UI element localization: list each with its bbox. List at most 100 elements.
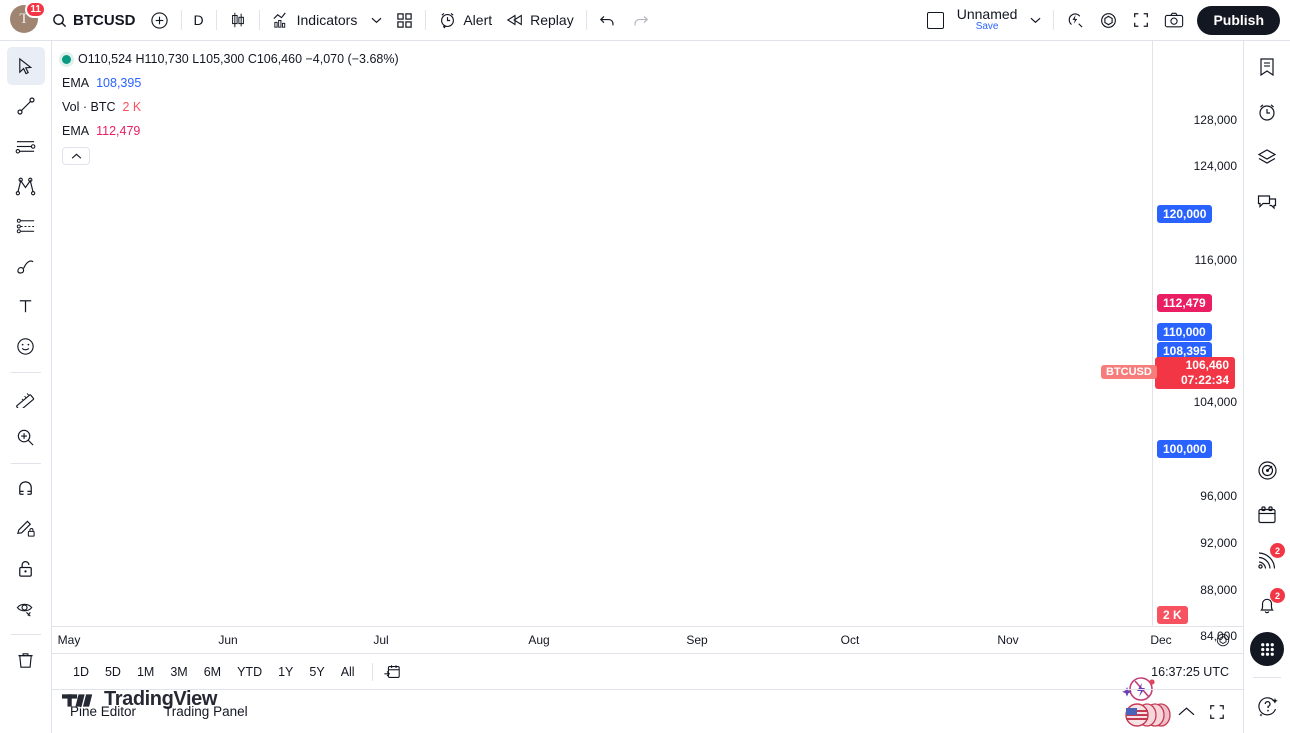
timeframe-bar: 1D 5D 1M 3M 6M YTD 1Y 5Y All 16:37:25 UTC bbox=[52, 653, 1243, 689]
lock-drawings-tool[interactable] bbox=[7, 549, 45, 587]
stream-panel[interactable]: 2 bbox=[1249, 542, 1285, 578]
zoom-tool[interactable] bbox=[7, 418, 45, 456]
timeframe-5d[interactable]: 5D bbox=[104, 664, 121, 679]
pitchfork-tool[interactable] bbox=[7, 167, 45, 205]
ema-label-108395[interactable]: 108,395 bbox=[1157, 342, 1213, 360]
redo-button[interactable] bbox=[624, 6, 656, 34]
chart-type-button[interactable] bbox=[222, 6, 254, 34]
price-line-110000[interactable]: 110,000 bbox=[1157, 323, 1212, 341]
time-tick: Jul bbox=[373, 633, 389, 647]
measure-tool[interactable] bbox=[7, 378, 45, 416]
drawing-mode-tool[interactable] bbox=[7, 509, 45, 547]
timeframe-6m[interactable]: 6M bbox=[203, 664, 222, 679]
replay-button[interactable]: Replay bbox=[499, 6, 581, 34]
bottom-bar-actions bbox=[1178, 704, 1225, 720]
calendar-panel[interactable] bbox=[1249, 497, 1285, 533]
layout-name-button[interactable]: Unnamed Save bbox=[951, 7, 1024, 32]
text-tool[interactable] bbox=[7, 287, 45, 325]
settings-button[interactable] bbox=[1092, 6, 1125, 34]
layout-dropdown-button[interactable] bbox=[1023, 6, 1048, 34]
chart-container: TradingView bbox=[52, 41, 1243, 733]
fullscreen-button[interactable] bbox=[1125, 6, 1157, 34]
magnet-tool[interactable] bbox=[7, 469, 45, 507]
bell-icon bbox=[1260, 598, 1274, 614]
trend-line-tool[interactable] bbox=[7, 87, 45, 125]
magnifier-plus-icon bbox=[17, 429, 34, 446]
cursor-tool[interactable] bbox=[6, 47, 45, 85]
layers-icon bbox=[1257, 149, 1277, 164]
brush-tool[interactable] bbox=[7, 247, 45, 285]
timeframe-all[interactable]: All bbox=[340, 664, 355, 679]
emoji-tool[interactable] bbox=[7, 327, 45, 365]
undo-button[interactable] bbox=[592, 6, 624, 34]
legend-volume-row[interactable]: Vol · BTC 2 K bbox=[62, 95, 399, 119]
timeframe-1y[interactable]: 1Y bbox=[278, 664, 294, 679]
ema-label-112479[interactable]: 112,479 bbox=[1157, 294, 1212, 312]
bottom-collapse-button[interactable] bbox=[1178, 706, 1195, 717]
chart-badges[interactable] bbox=[1111, 675, 1181, 733]
layout-square-button[interactable] bbox=[920, 6, 951, 34]
legend-value-0: 108,395 bbox=[96, 76, 142, 90]
legend-label-0: EMA bbox=[62, 76, 90, 90]
last-price-label[interactable]: 106,460 07:22:34 bbox=[1155, 357, 1235, 389]
legend-collapse-button[interactable] bbox=[62, 147, 90, 165]
avatar[interactable]: T 11 bbox=[10, 1, 46, 35]
hide-drawings-tool[interactable] bbox=[7, 589, 45, 627]
indicators-dropdown-button[interactable] bbox=[364, 6, 389, 34]
legend-ema-fast-row[interactable]: EMA 108,395 bbox=[62, 71, 399, 95]
legend-ohlc-row[interactable]: O110,524 H110,730 L105,300 C106,460 −4,0… bbox=[62, 47, 399, 71]
ideas-panel[interactable] bbox=[1249, 452, 1285, 488]
grid-dots-icon bbox=[1260, 642, 1274, 656]
volume-label-2k[interactable]: 2 K bbox=[1157, 606, 1188, 624]
radar-icon bbox=[1257, 460, 1277, 480]
layout-save-link[interactable]: Save bbox=[975, 21, 999, 33]
apps-panel[interactable] bbox=[1250, 632, 1284, 666]
timeframe-5y[interactable]: 5Y bbox=[309, 664, 325, 679]
remove-drawings-tool[interactable] bbox=[7, 640, 45, 678]
data-window-panel[interactable] bbox=[1249, 139, 1285, 175]
divider bbox=[425, 10, 427, 30]
timeframe-ytd[interactable]: YTD bbox=[237, 664, 263, 679]
alert-button[interactable]: Alert bbox=[431, 6, 499, 34]
horizontal-lines-tool[interactable] bbox=[7, 127, 45, 165]
symbol-status-dot bbox=[62, 54, 71, 64]
bar-countdown: 07:22:34 bbox=[1180, 373, 1229, 387]
notifications-panel[interactable]: 2 bbox=[1249, 587, 1285, 623]
pitchfork-icon bbox=[15, 177, 36, 195]
price-line-100000[interactable]: 100,000 bbox=[1157, 440, 1213, 458]
symbol-search-button[interactable]: BTCUSD bbox=[48, 6, 143, 34]
price-line-120000[interactable]: 120,000 bbox=[1157, 205, 1213, 223]
price-tick: 92,000 bbox=[1200, 536, 1237, 550]
watchlist-panel[interactable] bbox=[1249, 49, 1285, 85]
interval-button[interactable]: D bbox=[187, 6, 211, 34]
help-panel[interactable] bbox=[1249, 688, 1285, 724]
indicators-button[interactable]: Indicators bbox=[265, 6, 365, 34]
price-tick: 104,000 bbox=[1193, 395, 1237, 409]
snapshot-button[interactable] bbox=[1157, 6, 1191, 34]
bottom-expand-button[interactable] bbox=[1209, 704, 1225, 720]
quick-search-button[interactable] bbox=[1059, 6, 1092, 34]
calendar-icon bbox=[1258, 506, 1276, 524]
add-symbol-button[interactable] bbox=[143, 6, 176, 34]
last-price-symbol-tag: BTCUSD bbox=[1101, 365, 1157, 379]
time-tick: Jun bbox=[218, 633, 238, 647]
chat-panel[interactable] bbox=[1249, 184, 1285, 220]
alerts-panel[interactable] bbox=[1249, 94, 1285, 130]
layouts-button[interactable] bbox=[389, 6, 420, 34]
timeframe-1m[interactable]: 1M bbox=[136, 664, 155, 679]
gann-fib-tool[interactable] bbox=[7, 207, 45, 245]
time-axis[interactable]: May Jun Jul Aug Sep Oct Nov Dec bbox=[52, 626, 1243, 653]
utc-clock: 16:37:25 UTC bbox=[1151, 664, 1229, 679]
legend-label-2: EMA bbox=[62, 124, 90, 138]
time-tick: May bbox=[57, 633, 81, 647]
legend-ema-slow-row[interactable]: EMA 112,479 bbox=[62, 119, 399, 143]
trading-panel-tab[interactable]: Trading Panel bbox=[164, 704, 248, 719]
pine-editor-tab[interactable]: Pine Editor bbox=[70, 704, 137, 719]
timeframe-3m[interactable]: 3M bbox=[170, 664, 188, 679]
timeframe-1d[interactable]: 1D bbox=[73, 664, 89, 679]
price-axis[interactable]: 128,000 124,000 116,000 104,000 96,000 92,000… bbox=[1101, 41, 1243, 643]
time-tick: Nov bbox=[997, 633, 1019, 647]
goto-date-button[interactable] bbox=[383, 663, 401, 681]
time-axis-settings-button[interactable] bbox=[1215, 632, 1231, 648]
publish-button[interactable]: Publish bbox=[1197, 5, 1280, 35]
